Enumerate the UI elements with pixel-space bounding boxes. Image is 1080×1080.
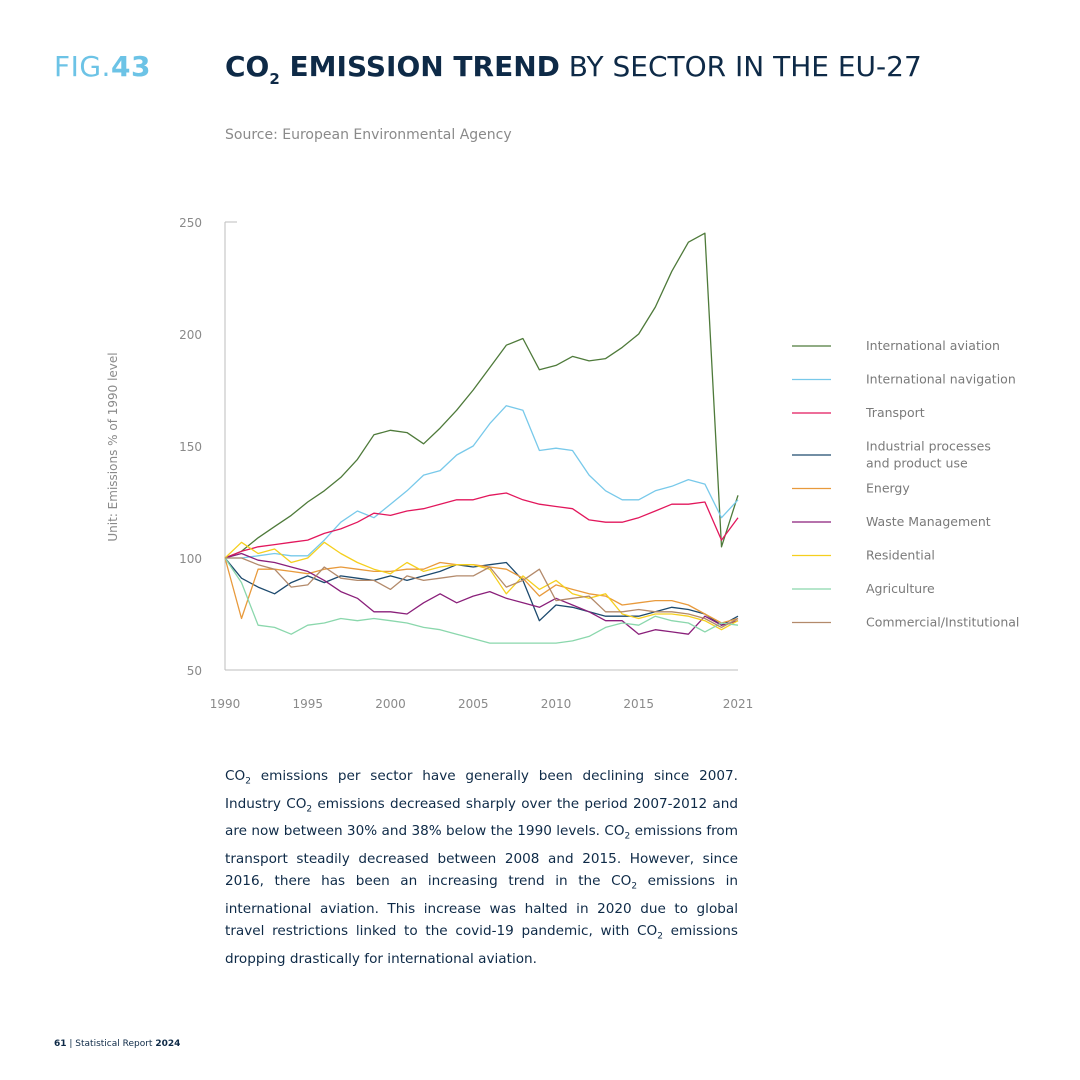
legend-label: International aviation [866, 338, 1000, 353]
x-tick-label: 2021 [723, 697, 754, 711]
x-tick-label: 2005 [458, 697, 489, 711]
series-line [224, 232, 739, 559]
legend-label: Agriculture [866, 581, 935, 596]
legend-label: Industrial processes and product use [866, 439, 991, 471]
series-line [224, 492, 739, 559]
series-line [225, 405, 739, 559]
y-axis-title: Unit: Emissions % of 1990 level [106, 352, 120, 541]
chart-title: CO2 EMISSION TREND BY SECTOR IN THE EU-2… [225, 50, 922, 88]
chart-series-lines [224, 232, 739, 644]
chart-axes: 50 100 150 200 250 1990 1995 2000 2005 2010 2015 20… [106, 216, 753, 711]
x-tick-label: 2015 [623, 697, 654, 711]
series-line [224, 552, 739, 635]
description-paragraph: CO2 emissions per sector have generally … [225, 768, 738, 967]
page-footer: 61 | Statistical Report 2024 [54, 1039, 181, 1049]
series-line [224, 557, 739, 644]
y-tick-label: 100 [179, 552, 202, 566]
y-tick-label: 150 [179, 440, 202, 454]
x-tick-label: 1995 [292, 697, 323, 711]
x-tick-label: 2010 [541, 697, 572, 711]
x-tick-label: 2000 [375, 697, 406, 711]
legend-label: Commercial/Institutional [866, 615, 1019, 630]
chart-legend: International aviation International navi… [792, 338, 1019, 630]
y-tick-label: 250 [179, 216, 202, 230]
legend-label: Energy [866, 481, 910, 496]
source-note: Source: European Environmental Agency [225, 127, 512, 143]
legend-label: Residential [866, 548, 935, 563]
y-tick-label: 50 [187, 664, 202, 678]
x-tick-label: 1990 [210, 697, 241, 711]
figure-number: FIG.43 [54, 50, 151, 83]
line-chart: 50 100 150 200 250 1990 1995 2000 2005 2010 2015 20… [106, 216, 1019, 711]
series-line [224, 557, 739, 624]
series-line [225, 557, 739, 629]
legend-label: International navigation [866, 372, 1016, 387]
legend-label: Waste Management [866, 514, 991, 529]
y-tick-label: 200 [179, 328, 202, 342]
legend-label: Transport [865, 405, 925, 420]
series-line [224, 557, 739, 626]
series-line [224, 541, 739, 631]
